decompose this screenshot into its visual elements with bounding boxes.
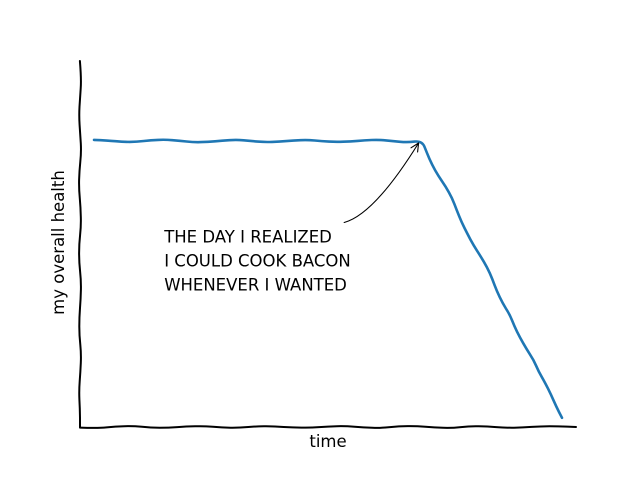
annotation-text: THE DAY I REALIZED I COULD COOK BACON WH…	[163, 228, 356, 295]
annotation-arrowhead	[410, 142, 420, 153]
annotation-line: THE DAY I REALIZED	[163, 228, 332, 247]
y-axis-label: my overall health	[49, 170, 68, 315]
annotation-line: WHENEVER I WANTED	[164, 276, 347, 295]
annotation-line: I COULD COOK BACON	[164, 252, 351, 271]
x-axis-line	[79, 425, 577, 429]
y-axis-line	[78, 60, 82, 428]
annotation: THE DAY I REALIZED I COULD COOK BACON WH…	[163, 142, 420, 295]
x-axis-label: time	[309, 432, 346, 451]
series-layer	[92, 138, 564, 420]
series-line-0	[92, 138, 564, 420]
annotation-arrow	[343, 142, 420, 224]
axes	[78, 60, 577, 429]
